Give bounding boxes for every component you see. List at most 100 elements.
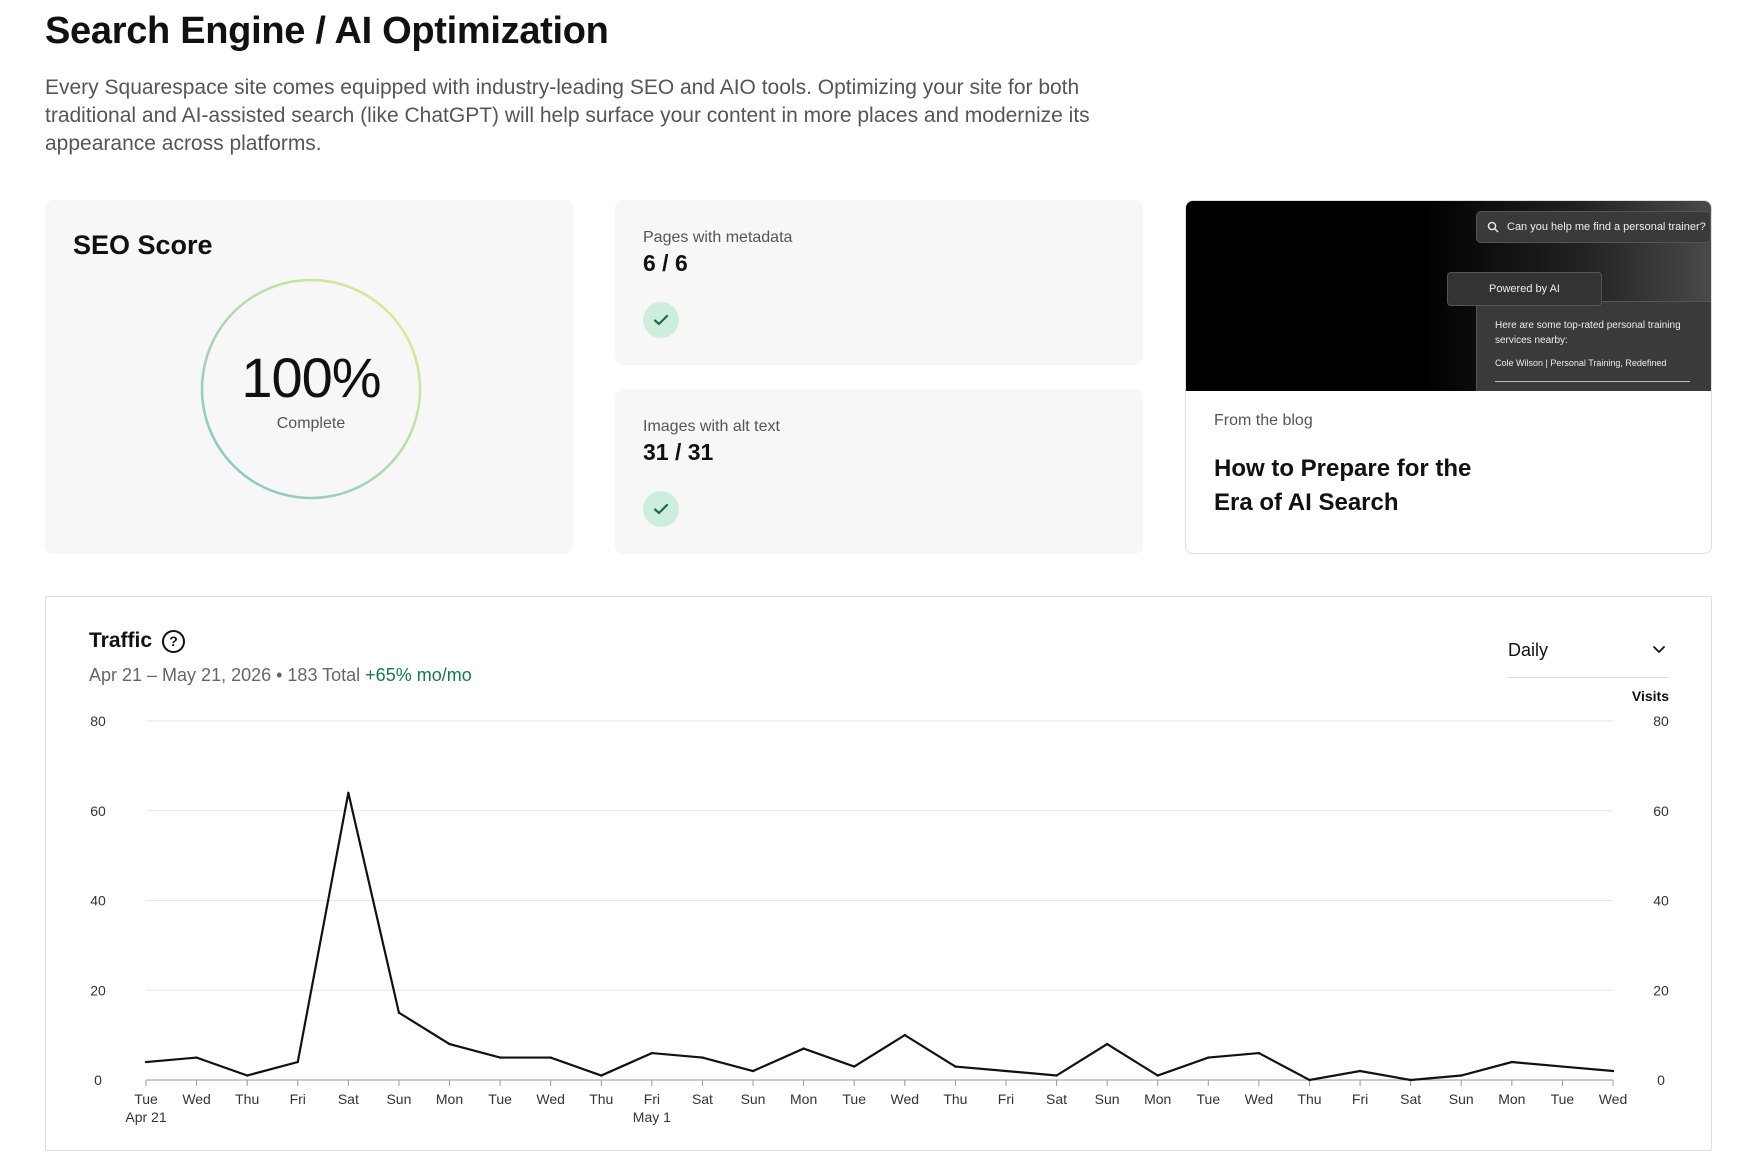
traffic-title: Traffic <box>89 629 153 652</box>
blog-title-link[interactable]: How to Prepare for the Era of AI Search <box>1214 455 1472 516</box>
data-point <box>802 1047 805 1050</box>
blog-image-answer-result: Cole Wilson | Personal Training, Redefin… <box>1495 358 1667 368</box>
data-point <box>498 1056 502 1059</box>
y-axis-label: Visits <box>1632 688 1669 704</box>
data-point <box>1156 1074 1159 1077</box>
data-point <box>549 1056 552 1059</box>
seo-score-ring <box>200 278 422 500</box>
x-tick-label: Wed <box>536 1091 565 1107</box>
data-point <box>1105 1042 1109 1046</box>
traffic-change: +65% mo/mo <box>365 665 472 685</box>
data-point <box>296 1060 299 1064</box>
y-tick-label-left: 80 <box>90 713 106 729</box>
blog-image-answer-text: Here are some top-rated personal trainin… <box>1495 320 1681 346</box>
x-tick-label: Tue <box>842 1091 866 1107</box>
y-tick-label-left: 20 <box>90 982 106 998</box>
traffic-summary: Apr 21 – May 21, 2026 • 183 Total +65% m… <box>89 665 472 686</box>
data-point <box>1561 1065 1564 1068</box>
data-point <box>954 1065 957 1068</box>
blog-image-search-text: Can you help me find a personal trainer? <box>1507 221 1706 233</box>
x-tick-label: Thu <box>589 1091 613 1107</box>
blog-image-powered-badge: Powered by AI <box>1447 272 1602 306</box>
data-point <box>1004 1069 1008 1073</box>
x-tick-label: Fri <box>644 1091 660 1107</box>
page-title: Search Engine / AI Optimization <box>45 10 609 52</box>
y-tick-label-right: 20 <box>1653 982 1669 998</box>
seo-score-title: SEO Score <box>73 230 213 260</box>
x-tick-label: Sun <box>386 1091 411 1107</box>
x-tick-label: Sun <box>741 1091 766 1107</box>
x-tick-label: Fri <box>998 1091 1014 1107</box>
x-tick-label: Sun <box>1449 1091 1474 1107</box>
x-tick-label: Tue <box>1551 1091 1575 1107</box>
data-point <box>650 1051 654 1055</box>
data-point <box>397 1011 401 1014</box>
interval-dropdown-value: Daily <box>1508 640 1549 660</box>
y-tick-label-right: 40 <box>1653 893 1669 909</box>
blog-kicker: From the blog <box>1214 412 1313 429</box>
blog-image-answer: Here are some top-rated personal trainin… <box>1476 301 1711 391</box>
x-tick-label: Thu <box>943 1091 967 1107</box>
x-tick-label: Sat <box>692 1091 713 1107</box>
traffic-range: Apr 21 – May 21, 2026 • 183 Total <box>89 665 361 685</box>
data-point <box>1257 1051 1261 1055</box>
y-tick-label-left: 0 <box>94 1072 102 1088</box>
x-tick-label: Wed <box>182 1091 211 1107</box>
divider <box>1495 381 1690 382</box>
x-tick-label: Mon <box>790 1091 817 1107</box>
data-point <box>903 1033 906 1037</box>
data-point <box>701 1056 704 1059</box>
data-point <box>1460 1074 1463 1077</box>
data-point <box>245 1074 249 1077</box>
blog-image: Can you help me find a personal trainer?… <box>1186 201 1711 391</box>
data-point <box>144 1060 148 1064</box>
data-point <box>1409 1078 1412 1082</box>
x-tick-label: Tue <box>1197 1091 1221 1107</box>
x-tick-label: Mon <box>1498 1091 1525 1107</box>
chevron-down-icon <box>1653 646 1665 653</box>
interval-dropdown[interactable]: Daily <box>1508 632 1668 678</box>
data-point <box>347 791 350 794</box>
blog-card[interactable]: Can you help me find a personal trainer?… <box>1185 200 1712 554</box>
data-point <box>1055 1074 1058 1077</box>
traffic-title-row: Traffic ? <box>89 629 186 653</box>
check-icon <box>643 302 679 338</box>
traffic-chart: 0 0 20 20 40 40 60 60 80 80 Visits Tue Apr 21 Wed Thu F… <box>90 688 1669 1125</box>
x-tick-label: Fri <box>290 1091 306 1107</box>
data-point <box>853 1065 856 1068</box>
x-tick-label: Sat <box>1400 1091 1421 1107</box>
y-tick-label-right: 60 <box>1653 803 1669 819</box>
x-tick-label: Tue <box>134 1091 158 1107</box>
data-point <box>751 1069 755 1073</box>
data-point <box>1611 1069 1615 1073</box>
images-alt-text-value: 31 / 31 <box>643 439 714 465</box>
seo-score-card: SEO Score 100% Complete <box>45 200 573 554</box>
data-point <box>1207 1056 1210 1059</box>
x-tick-sublabel: Apr 21 <box>125 1109 166 1125</box>
data-point <box>1510 1060 1514 1064</box>
traffic-card: Traffic ? Apr 21 – May 21, 2026 • 183 To… <box>45 596 1712 1151</box>
data-point <box>195 1056 198 1059</box>
y-tick-label-left: 40 <box>90 893 106 909</box>
pages-metadata-label: Pages with metadata <box>643 229 793 246</box>
data-point <box>448 1042 451 1046</box>
images-alt-text-label: Images with alt text <box>643 418 780 435</box>
x-tick-label: Sun <box>1095 1091 1120 1107</box>
x-tick-label: Fri <box>1352 1091 1368 1107</box>
y-tick-label-left: 60 <box>90 803 106 819</box>
x-tick-label: Wed <box>1245 1091 1274 1107</box>
y-tick-label-right: 80 <box>1653 713 1669 729</box>
data-point <box>1358 1069 1362 1073</box>
pages-metadata-value: 6 / 6 <box>643 250 688 276</box>
x-tick-label: Wed <box>1599 1091 1628 1107</box>
search-icon <box>1487 221 1499 233</box>
x-tick-label: Tue <box>488 1091 512 1107</box>
help-icon[interactable]: ? <box>162 629 186 653</box>
x-tick-sublabel: May 1 <box>633 1109 671 1125</box>
seo-score-value: 100% <box>241 346 381 409</box>
x-tick-label: Sat <box>1046 1091 1067 1107</box>
x-tick-label: Mon <box>436 1091 463 1107</box>
x-tick-label: Sat <box>338 1091 359 1107</box>
data-point <box>600 1074 603 1077</box>
blog-image-search-bar: Can you help me find a personal trainer? <box>1476 211 1711 243</box>
